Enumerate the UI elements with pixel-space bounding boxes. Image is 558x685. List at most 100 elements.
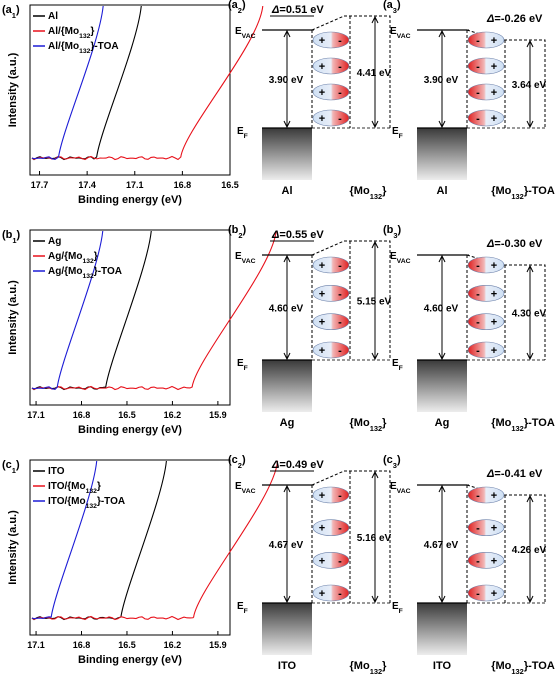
evac-label: EVAC [235, 251, 256, 265]
plus-sign: + [319, 555, 325, 567]
arrow-head [438, 29, 446, 38]
panel-tag: (a2) [228, 0, 246, 15]
series-line [31, 230, 277, 391]
fermi-label: EF [237, 358, 248, 372]
panel-tag: (c1) [2, 459, 20, 475]
arrow-head [526, 264, 534, 273]
layer-wf-label: 4.41 eV [357, 68, 392, 79]
fermi-label: EF [237, 126, 248, 140]
metal-wf-label: 3.90 eV [424, 75, 459, 86]
panel-tag: (b1) [2, 229, 21, 245]
layer-box [344, 240, 391, 360]
arrow-head [371, 595, 379, 604]
dipole-ellipse [312, 31, 350, 49]
layer-wf-label: 4.30 eV [512, 309, 547, 320]
dipole: +- [467, 285, 505, 302]
fermi-label: EF [392, 358, 403, 372]
metal-wf-label: 4.60 eV [269, 304, 304, 315]
x-tick-label: 16.5 [118, 410, 136, 420]
layer-name: {Mo132} [350, 660, 388, 676]
plus-sign: + [491, 490, 497, 502]
dipole: +- [467, 341, 505, 359]
layer-name: {Mo132}-TOA [491, 185, 555, 201]
dipole-ellipse [312, 285, 350, 302]
layer-box [344, 470, 391, 603]
series-line [31, 460, 279, 621]
dipole: +- [312, 486, 350, 504]
arrow-head [438, 254, 446, 263]
legend: ITO ITO/{Mo132}ITO/{Mo132}-TOA [33, 466, 125, 510]
plus-sign: + [491, 61, 497, 73]
plus-sign: + [491, 555, 497, 567]
metal-name: Ag [280, 417, 295, 429]
minus-sign: - [338, 87, 342, 99]
minus-sign: - [338, 113, 342, 125]
minus-sign: - [338, 555, 342, 567]
arrow-head [526, 120, 534, 129]
metal-wf-label: 4.67 eV [269, 540, 304, 551]
arrow-head [283, 254, 291, 263]
evac-label: EVAC [235, 26, 256, 40]
dipole-ellipse [312, 552, 350, 569]
arrow-head [283, 29, 291, 38]
minus-sign: - [476, 87, 480, 99]
plus-sign: + [319, 61, 325, 73]
x-axis-label: Binding energy (eV) [78, 654, 182, 666]
dipole: +- [312, 256, 350, 274]
dipole-ellipse [312, 341, 350, 359]
evac-label: EVAC [390, 481, 411, 495]
minus-sign: - [476, 317, 480, 329]
minus-sign: - [476, 345, 480, 357]
arrow-head [371, 240, 379, 249]
legend-entry: Ag [48, 236, 61, 247]
arrow-head [438, 352, 446, 361]
arrow-head [438, 120, 446, 129]
dipole-ellipse [467, 285, 505, 302]
plus-sign: + [319, 345, 325, 357]
plus-sign: + [319, 260, 325, 272]
metal-name: Ag [435, 417, 450, 429]
legend: Ag Ag/{Mo132}Ag/{Mo132}-TOA [33, 236, 122, 280]
x-tick-label: 17.4 [78, 180, 96, 190]
dipole-shift-label: Δ=-0.41 eV [486, 468, 543, 480]
legend-entry: Al/{Mo132}-TOA [48, 41, 119, 55]
metal-name: Al [437, 185, 448, 197]
minus-sign: - [338, 490, 342, 502]
dipole-ellipse [467, 109, 505, 127]
layer-name: {Mo132}-TOA [491, 660, 555, 676]
dipole: +- [467, 584, 505, 602]
legend: Al Al/{Mo132}Al/{Mo132}-TOA [33, 11, 119, 55]
layer-name: {Mo132} [350, 417, 388, 433]
x-tick-label: 17.1 [27, 640, 45, 650]
metal-block [417, 360, 467, 412]
layer-wf-label: 4.26 eV [512, 545, 547, 556]
plus-sign: + [319, 288, 325, 300]
dipole: +- [312, 109, 350, 127]
evac-label: EVAC [390, 26, 411, 40]
dipole-ellipse [467, 552, 505, 569]
dipole-ellipse [467, 486, 505, 504]
y-axis-label: Intensity (a.u.) [7, 280, 19, 355]
dipole-ellipse [467, 313, 505, 330]
layer-box [344, 15, 391, 128]
vacuum-shift [311, 15, 345, 31]
arrow-head [283, 484, 291, 493]
dipole: +- [467, 519, 505, 536]
dipole: +- [312, 552, 350, 569]
plus-sign: + [491, 523, 497, 535]
dipole: +- [312, 313, 350, 330]
arrow-head [371, 120, 379, 129]
panel-tag: (c2) [228, 454, 246, 470]
x-tick-label: 16.2 [164, 410, 182, 420]
dipole: +- [312, 519, 350, 536]
panel-tag: (a1) [2, 4, 20, 20]
dipole: +- [312, 57, 350, 75]
minus-sign: - [476, 523, 480, 535]
minus-sign: - [338, 260, 342, 272]
spectrum-panel-c: (c1) 17.1 16.8 16.5 16.2 15.9 Binding energy (… [2, 459, 279, 666]
dipole: +- [312, 83, 350, 101]
x-tick-label: 16.8 [174, 180, 192, 190]
dipole-ellipse [467, 256, 505, 274]
